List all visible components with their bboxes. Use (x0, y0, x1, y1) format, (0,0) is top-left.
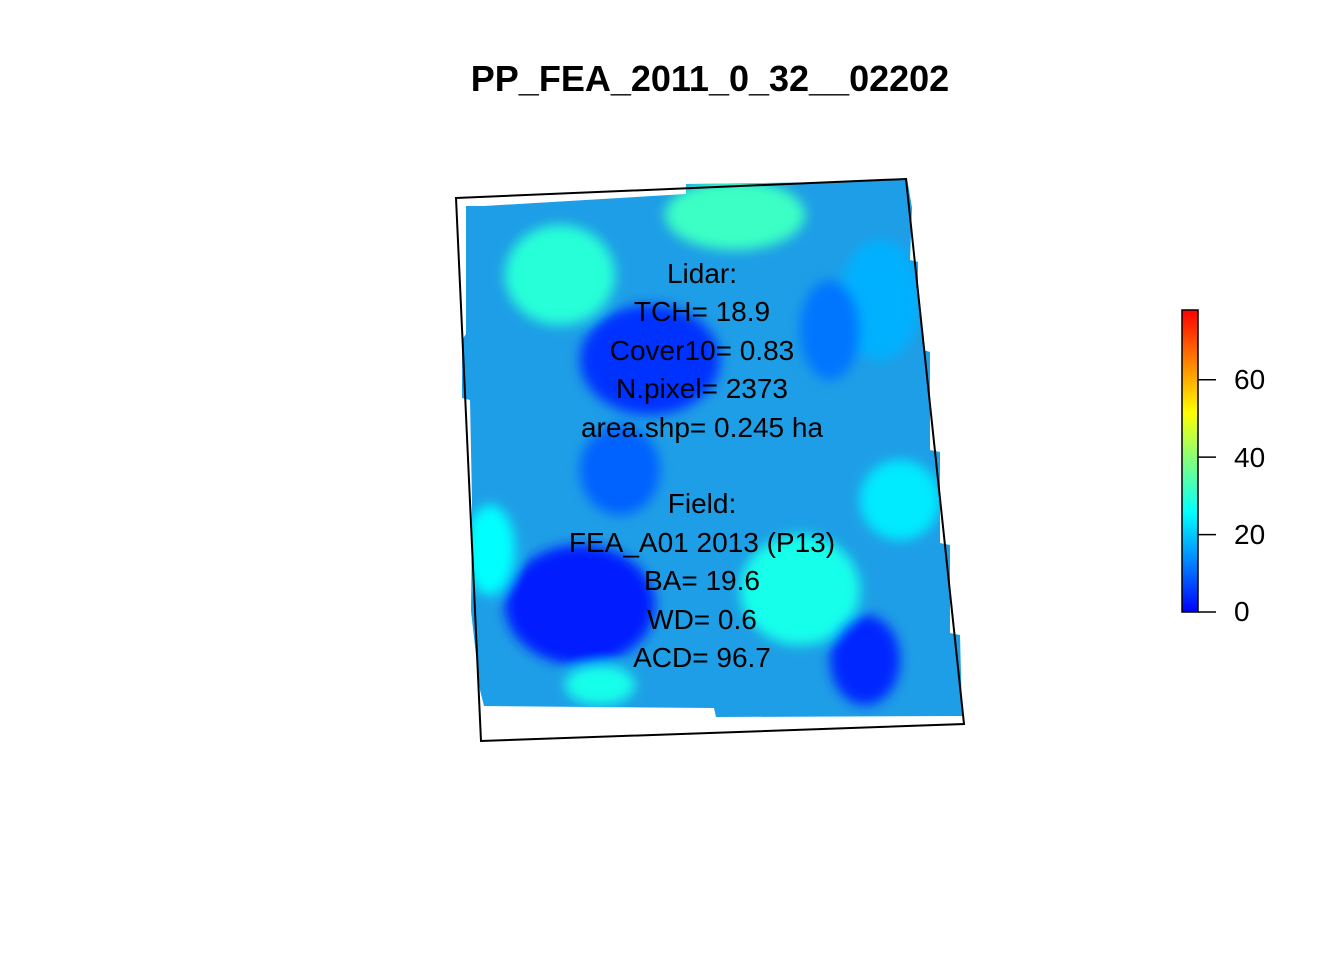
lidar-npixel: N.pixel= 2373 (615, 373, 788, 404)
raster-zone (505, 545, 655, 665)
lidar-cover10: Cover10= 0.83 (609, 335, 795, 366)
raster-zone (565, 665, 635, 705)
colorbar (1181, 309, 1199, 613)
colorbar-tick-label: 40 (1234, 442, 1266, 473)
colorbar-tick-label: 0 (1234, 596, 1250, 627)
field-wd: WD= 0.6 (647, 604, 757, 635)
colorbar-ticks (1198, 378, 1216, 613)
field-acd: ACD= 96.7 (633, 642, 771, 673)
lidar-tch: TCH= 18.9 (633, 296, 771, 327)
raster-zone (860, 460, 940, 540)
field-plot: FEA_A01 2013 (P13) (568, 527, 836, 558)
raster-zone (830, 615, 900, 705)
raster-zone (580, 425, 660, 515)
raster-zone (740, 535, 860, 645)
field-ba: BA= 19.6 (644, 565, 760, 596)
plot-title: PP_FEA_2011_0_32__02202 (470, 58, 950, 99)
lidar-heading: Lidar: (666, 258, 738, 289)
plot-boundary (454, 177, 966, 743)
field-heading: Field: (667, 488, 737, 519)
raster-zone (505, 225, 615, 325)
colorbar-tick-label: 60 (1234, 364, 1266, 395)
colorbar-tick-label: 20 (1234, 519, 1266, 550)
raster-zone (465, 505, 515, 595)
raster-zone (800, 280, 860, 380)
raster-layer (462, 178, 962, 717)
raster-zone (580, 305, 720, 415)
lidar-area: area.shp= 0.245 ha (580, 412, 824, 443)
raster-zone (665, 180, 805, 250)
